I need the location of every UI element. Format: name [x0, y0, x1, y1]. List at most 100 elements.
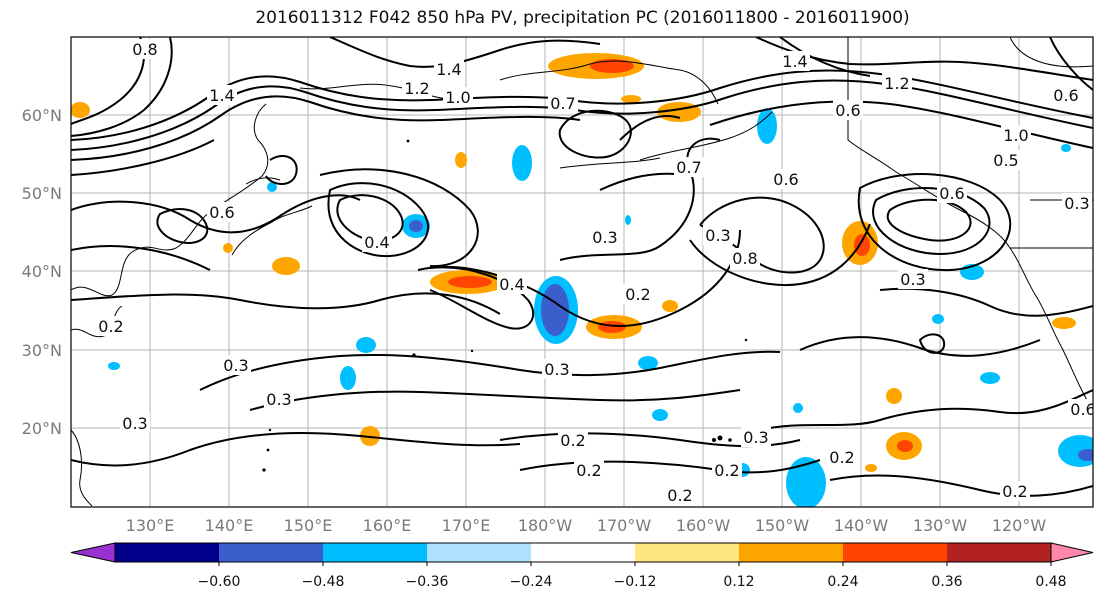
contour-label: 0.3: [223, 356, 248, 375]
colorbar-tick-label: −0.60: [198, 574, 241, 590]
contour-label-bg: [574, 460, 604, 480]
colorbar-tick-label: −0.48: [302, 574, 345, 590]
contour-label-bg: [730, 248, 760, 268]
colorbar-tick-label: 0.24: [827, 574, 858, 590]
contour-label-bg: [362, 232, 392, 252]
contour-label-bg: [674, 157, 704, 177]
contour-label: 0.6: [1070, 400, 1095, 419]
contour-label-bg: [1001, 125, 1031, 145]
islands: [262, 139, 748, 472]
colorbar-tick-label: −0.12: [614, 574, 657, 590]
colorbar-segment: [115, 543, 220, 562]
contour-label: 0.2: [714, 461, 739, 480]
colorbar-segment: [843, 543, 948, 562]
contour-label-bg: [827, 447, 857, 467]
contour-labels: 0.8 1.4 1.4 0.6 1.2 1.0 0.7 0.7 1.4 1.2 1.0 0.6 0.5 0…: [96, 39, 1095, 505]
contour-label: 0.2: [560, 431, 585, 450]
contour-label-bg: [833, 100, 863, 120]
contour-label-bg: [712, 460, 742, 480]
contour-label: 0.3: [266, 390, 291, 409]
contour-label: 1.2: [884, 74, 909, 93]
contour-label: 0.6: [835, 101, 860, 120]
contour-label-bg: [548, 93, 578, 113]
contour-label: 0.3: [1064, 194, 1089, 213]
contour-label: 0.4: [499, 275, 524, 294]
lon-label: 150°W: [755, 516, 810, 535]
contour-label: 1.0: [1003, 126, 1028, 145]
colorbar-segment: [531, 543, 636, 562]
contour-label: 0.4: [364, 233, 389, 252]
colorbar-segment: [635, 543, 740, 562]
contour-label-bg: [96, 316, 126, 336]
contour-label: 0.5: [993, 151, 1018, 170]
contour-label: 1.4: [782, 52, 807, 71]
contour-label-bg: [558, 430, 588, 450]
lat-label: 30°N: [22, 341, 62, 360]
contour-label-bg: [1068, 399, 1093, 419]
contour-label-bg: [207, 202, 237, 222]
contour-label-bg: [264, 389, 294, 409]
lon-label: 160°E: [363, 516, 412, 535]
contour-label-bg: [590, 227, 620, 247]
contour-label: 0.6: [773, 170, 798, 189]
contour-label: 0.6: [209, 203, 234, 222]
contour-label: 0.3: [592, 228, 617, 247]
colorbar-tick-label: 0.48: [1035, 574, 1066, 590]
colorbar: [70, 542, 1094, 563]
contour-label: 0.3: [743, 428, 768, 447]
colorbar-segment: [219, 543, 324, 562]
contour-label-bg: [497, 274, 527, 294]
colorbar-segment: [323, 543, 428, 562]
contour-label: 0.2: [98, 317, 123, 336]
lon-label: 120°W: [992, 516, 1047, 535]
contour-label: 0.2: [625, 285, 650, 304]
contour-label: 0.6: [1053, 86, 1078, 105]
lat-label: 50°N: [22, 184, 62, 203]
lon-label: 130°E: [126, 516, 175, 535]
contour-label-bg: [1051, 85, 1081, 105]
contour-label-bg: [741, 427, 771, 447]
colorbar-tick-labels: −0.60 −0.48 −0.36 −0.24 −0.12 0.12 0.24 0.36 0.4…: [198, 562, 1067, 590]
contour-label-bg: [882, 73, 912, 93]
contour-label-bg: [937, 183, 967, 203]
contour-label-bg: [542, 359, 572, 379]
contour-label: 0.2: [576, 461, 601, 480]
latitude-labels: 60°N 50°N 40°N 30°N 20°N: [22, 106, 62, 438]
colorbar-tick-label: −0.24: [510, 574, 553, 590]
contour-label-bg: [443, 87, 473, 107]
lon-label: 150°E: [284, 516, 333, 535]
contour-label: 1.4: [209, 86, 234, 105]
colorbar-segment: [947, 543, 1052, 562]
contour-label-bg: [623, 284, 653, 304]
lon-label: 130°W: [913, 516, 968, 535]
longitude-labels: 130°E 140°E 150°E 160°E 170°E 180°W 170°W 160°W…: [126, 516, 1047, 535]
contour-label: 0.6: [939, 184, 964, 203]
contour-label-bg: [703, 225, 733, 245]
colorbar-frame: [114, 542, 1052, 563]
gridlines: [71, 37, 1093, 507]
lon-label: 160°W: [676, 516, 731, 535]
colorbar-tick-label: −0.36: [406, 574, 449, 590]
colorbar-segment: [427, 543, 532, 562]
precip-negative-shading: [108, 108, 1093, 507]
lon-label: 170°W: [597, 516, 652, 535]
contour-label-bg: [130, 39, 160, 59]
contour-label-bg: [991, 150, 1021, 170]
colorbar-extension-min: [70, 542, 116, 563]
contour-label-bg: [771, 169, 801, 189]
contour-label-bg: [780, 51, 810, 71]
contour-label: 0.2: [1002, 482, 1027, 501]
contour-label-bg: [434, 59, 464, 79]
colorbar-tick-label: 0.36: [931, 574, 962, 590]
contour-label-bg: [1062, 193, 1092, 213]
lon-label: 140°E: [205, 516, 254, 535]
map-border: [70, 36, 1094, 508]
contour-label: 0.7: [550, 94, 575, 113]
contour-label: 0.2: [667, 486, 692, 505]
lon-label: 140°W: [834, 516, 889, 535]
contour-label-bg: [402, 78, 432, 98]
contour-label-bg: [207, 85, 237, 105]
lat-label: 60°N: [22, 106, 62, 125]
contour-label-bg: [120, 413, 150, 433]
